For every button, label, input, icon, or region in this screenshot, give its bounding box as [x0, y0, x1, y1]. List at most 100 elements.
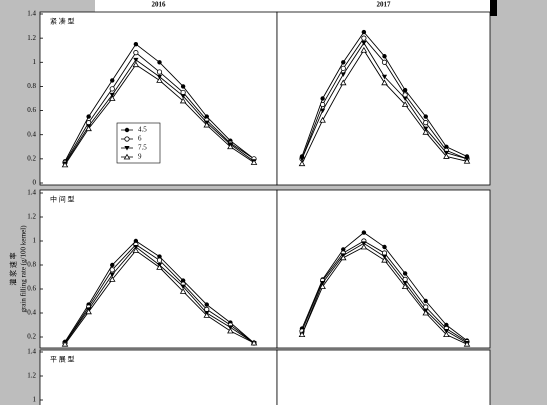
marker — [401, 101, 409, 107]
marker — [340, 65, 346, 71]
marker — [402, 96, 408, 101]
y-tick-label: 1 — [33, 58, 37, 66]
y-tick-label: 1.4 — [27, 10, 36, 18]
marker — [402, 281, 408, 286]
marker — [203, 121, 211, 128]
panel — [39, 349, 278, 405]
y-tick-label: 0.2 — [27, 154, 36, 162]
marker — [156, 77, 163, 83]
legend-label: 9 — [138, 153, 142, 161]
marker — [108, 95, 116, 101]
marker — [180, 284, 186, 290]
marker — [423, 126, 429, 132]
series — [61, 247, 258, 347]
marker — [85, 308, 92, 315]
marker — [133, 57, 139, 63]
marker — [444, 144, 449, 149]
marker — [85, 125, 92, 132]
marker — [227, 327, 234, 334]
y-tick-label: 1 — [33, 237, 37, 245]
marker — [320, 101, 326, 108]
marker — [319, 283, 326, 289]
y-axis-label: 灌 浆 速 率 — [9, 252, 18, 285]
marker — [361, 29, 367, 35]
marker — [250, 159, 258, 165]
marker — [61, 161, 69, 168]
marker — [339, 254, 347, 261]
marker — [320, 108, 326, 114]
marker — [179, 97, 187, 104]
y-tick-label: 0.2 — [27, 333, 36, 341]
marker — [361, 241, 367, 246]
marker — [133, 245, 139, 250]
series — [299, 40, 470, 162]
marker — [463, 157, 471, 164]
y-tick-label: 1.2 — [27, 34, 36, 42]
marker — [157, 60, 162, 65]
marker — [123, 153, 131, 160]
marker — [124, 127, 130, 133]
marker — [381, 254, 388, 260]
marker — [180, 278, 186, 283]
y-tick-label: 0 — [33, 179, 37, 187]
panel-label: 中 间 型 — [50, 195, 75, 204]
marker — [360, 243, 368, 250]
edge-bar — [490, 0, 497, 16]
marker — [156, 74, 163, 80]
marker — [86, 114, 91, 119]
y-tick-label: 0.6 — [27, 285, 36, 293]
legend-label: 6 — [138, 135, 142, 143]
marker — [423, 114, 428, 119]
header-strip — [95, 0, 490, 12]
y-tick-label: 0.4 — [27, 130, 36, 138]
marker — [110, 262, 115, 268]
marker — [132, 61, 140, 68]
marker — [443, 331, 450, 337]
marker — [360, 46, 368, 53]
marker — [204, 302, 209, 307]
marker — [382, 244, 387, 250]
marker — [109, 272, 115, 278]
marker — [61, 340, 69, 347]
series — [298, 46, 471, 167]
marker — [339, 79, 347, 86]
y-tick-label: 1.2 — [27, 372, 36, 380]
panel — [276, 349, 491, 405]
panel-label: 紧 凑 型 — [50, 17, 75, 26]
marker — [381, 256, 388, 263]
marker — [381, 59, 388, 65]
marker — [341, 60, 346, 65]
marker — [402, 271, 408, 276]
marker — [299, 156, 305, 162]
marker — [444, 322, 449, 328]
marker — [320, 281, 326, 286]
marker — [180, 89, 186, 96]
marker — [156, 69, 163, 75]
marker — [319, 116, 326, 123]
series — [299, 230, 470, 343]
marker — [156, 264, 163, 270]
y-tick-label: 0.4 — [27, 309, 36, 317]
marker — [443, 329, 449, 334]
marker — [156, 257, 163, 263]
y-tick-label: 0.8 — [27, 82, 36, 90]
marker — [108, 276, 116, 282]
panel — [276, 11, 491, 186]
marker — [361, 35, 367, 41]
marker — [423, 298, 428, 304]
y-tick-label: 0.6 — [27, 106, 36, 114]
marker — [361, 40, 367, 46]
marker — [110, 78, 115, 83]
marker — [320, 96, 325, 101]
marker — [180, 84, 186, 89]
series — [61, 61, 258, 168]
y-tick-label: 1.4 — [27, 189, 36, 197]
legend-label: 7.5 — [138, 144, 147, 152]
marker — [132, 247, 140, 253]
marker — [423, 120, 429, 126]
series — [298, 243, 471, 347]
marker — [463, 340, 471, 347]
legend-label: 4.5 — [138, 126, 147, 134]
marker — [204, 114, 209, 119]
